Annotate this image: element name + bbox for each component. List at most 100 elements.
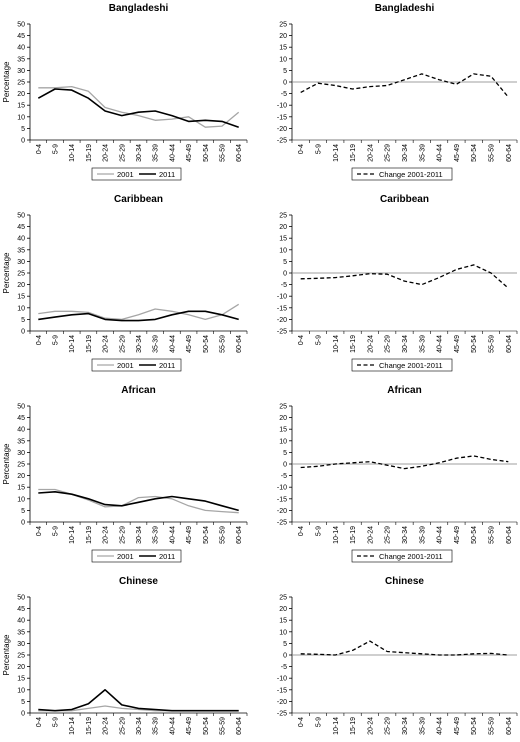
x-tick-label: 30-34 xyxy=(136,144,143,162)
y-tick-label: 25 xyxy=(279,22,287,29)
y-tick-label: 35 xyxy=(17,629,25,636)
y-tick-label: 10 xyxy=(17,687,25,694)
y-tick-label: 20 xyxy=(279,606,287,613)
x-tick-label: 45-49 xyxy=(186,717,193,735)
y-tick-label: 10 xyxy=(17,305,25,312)
y-tick-label: -25 xyxy=(277,329,287,336)
x-tick-label: 0-4 xyxy=(298,335,305,345)
x-tick-label: 45-49 xyxy=(186,526,193,544)
y-tick-label: 35 xyxy=(17,56,25,63)
y-tick-label: 20 xyxy=(279,33,287,40)
chart-title: Caribbean xyxy=(114,194,163,205)
y-tick-label: -5 xyxy=(281,664,287,671)
series-2011-line xyxy=(37,88,239,128)
x-tick-label: 10-14 xyxy=(69,526,76,544)
y-tick-label: 45 xyxy=(17,224,25,231)
legend-box xyxy=(91,549,182,563)
x-tick-label: 40-44 xyxy=(437,526,444,544)
x-tick-label: 10-14 xyxy=(333,144,340,162)
x-tick-label: 5-9 xyxy=(53,335,60,345)
x-tick-label: 0-4 xyxy=(36,144,43,154)
y-tick-label: 10 xyxy=(279,56,287,63)
series-change-line xyxy=(300,640,509,656)
y-tick-label: 45 xyxy=(17,33,25,40)
x-tick-label: 15-19 xyxy=(86,717,93,735)
chart-title: Chinese xyxy=(385,576,424,587)
x-tick-label: 25-29 xyxy=(385,717,392,735)
chart-panel-7: Chinese 0 5 10 15 20 25 30 35 40 45 50 Percentage 0-4… xyxy=(2,576,248,742)
x-tick-label: 60-64 xyxy=(506,144,513,162)
x-tick-label: 60-64 xyxy=(236,335,243,353)
y-tick-label: -15 xyxy=(277,305,287,312)
x-tick-label: 5-9 xyxy=(315,717,322,727)
y-tick-label: 5 xyxy=(21,508,25,515)
y-tick-label: 10 xyxy=(17,114,25,121)
x-tick-label: 50-54 xyxy=(471,335,478,353)
y-tick-label: 10 xyxy=(279,438,287,445)
chart-title: Bangladeshi xyxy=(375,3,435,14)
x-tick-label: 45-49 xyxy=(454,335,461,353)
series-2011-line xyxy=(38,688,239,712)
x-tick-label: 15-19 xyxy=(86,335,93,353)
x-tick-label: 25-29 xyxy=(119,717,126,735)
series-2001-line xyxy=(38,303,240,321)
y-tick-label: 0 xyxy=(283,462,287,469)
y-tick-label: -25 xyxy=(277,138,287,145)
x-tick-label: 30-34 xyxy=(402,717,409,735)
y-tick-label: 30 xyxy=(17,68,25,75)
x-tick-label: 35-39 xyxy=(153,144,160,162)
y-tick-label: 40 xyxy=(17,618,25,625)
legend-box xyxy=(91,358,182,372)
x-tick-label: 15-19 xyxy=(350,335,357,353)
x-tick-label: 30-34 xyxy=(402,144,409,162)
x-tick-label: 20-24 xyxy=(103,526,110,544)
chart-panel-3: Caribbean 0 5 10 15 20 25 30 35 40 45 50 Percentage 0… xyxy=(2,194,248,372)
x-tick-label: 30-34 xyxy=(136,526,143,544)
x-tick-label: 15-19 xyxy=(350,717,357,735)
y-tick-label: 35 xyxy=(17,247,25,254)
y-tick-label: -25 xyxy=(277,520,287,527)
x-tick-label: 30-34 xyxy=(136,335,143,353)
x-tick-label: 15-19 xyxy=(86,144,93,162)
x-tick-label: 20-24 xyxy=(103,144,110,162)
x-tick-label: 35-39 xyxy=(153,717,160,735)
x-tick-label: 5-9 xyxy=(53,144,60,154)
y-tick-label: 0 xyxy=(21,711,25,718)
y-tick-label: 25 xyxy=(279,213,287,220)
x-tick-label: 55-59 xyxy=(219,144,226,162)
x-tick-label: 15-19 xyxy=(86,526,93,544)
y-tick-label: -20 xyxy=(277,317,287,324)
y-tick-label: -10 xyxy=(277,676,287,683)
chart-title: Caribbean xyxy=(380,194,429,205)
x-tick-label: 25-29 xyxy=(385,526,392,544)
y-tick-label: 10 xyxy=(17,496,25,503)
x-tick-label: 5-9 xyxy=(53,717,60,727)
y-tick-label: 0 xyxy=(283,653,287,660)
x-tick-label: 45-49 xyxy=(186,335,193,353)
series-2011-line xyxy=(38,490,239,512)
y-tick-label: -20 xyxy=(277,699,287,706)
y-tick-label: -20 xyxy=(277,508,287,515)
y-tick-label: 20 xyxy=(17,91,25,98)
x-tick-label: 40-44 xyxy=(169,144,176,162)
y-tick-label: 5 xyxy=(21,699,25,706)
x-tick-label: 10-14 xyxy=(333,335,340,353)
y-tick-label: 50 xyxy=(17,595,25,602)
x-tick-label: 50-54 xyxy=(471,717,478,735)
y-tick-label: -10 xyxy=(277,103,287,110)
legend-box xyxy=(91,167,182,181)
x-tick-label: 55-59 xyxy=(489,526,496,544)
y-tick-label: -5 xyxy=(281,282,287,289)
x-tick-label: 40-44 xyxy=(437,717,444,735)
y-tick-label: 10 xyxy=(279,629,287,636)
x-tick-label: 20-24 xyxy=(367,335,374,353)
chart-title: Bangladeshi xyxy=(109,3,169,14)
x-tick-label: 10-14 xyxy=(69,717,76,735)
x-tick-label: 10-14 xyxy=(69,335,76,353)
y-tick-label: 35 xyxy=(17,438,25,445)
y-tick-label: 25 xyxy=(279,404,287,411)
y-tick-label: 40 xyxy=(17,45,25,52)
chart-title: Chinese xyxy=(119,576,158,587)
legend-change-label: Change 2001-2011 xyxy=(379,552,443,561)
x-tick-label: 45-49 xyxy=(454,526,461,544)
